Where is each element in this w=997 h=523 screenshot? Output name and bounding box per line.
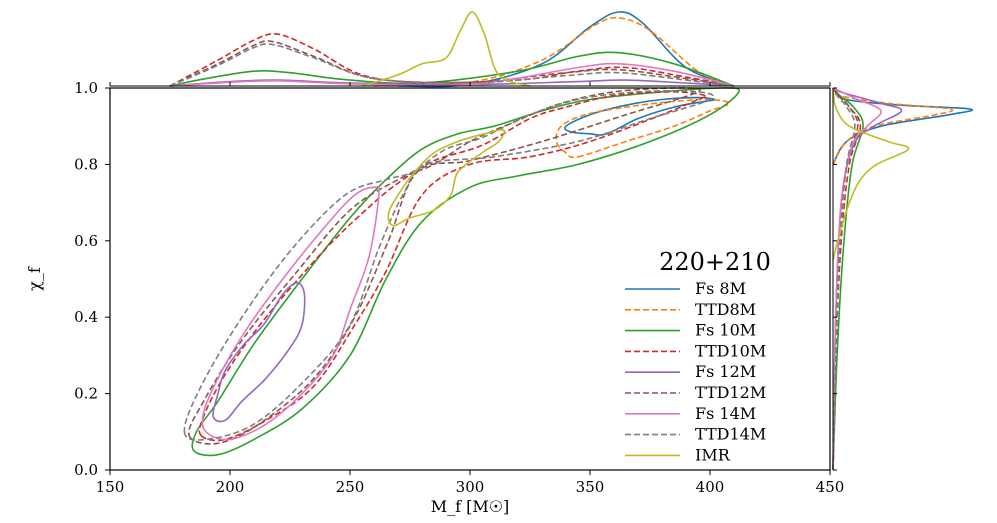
axes: 150 200 250 300 350 400 450 0.0 0.2 0.4 0.6 0.8 1.0 M… (25, 79, 844, 516)
contour-fs-8m (564, 96, 716, 136)
contour-imr (387, 128, 506, 227)
x-tick-label-200: 200 (216, 478, 245, 496)
y-tick-label-1.0: 1.0 (74, 79, 98, 97)
contour-ttd8m (555, 98, 731, 159)
y-tick-label-0.0: 0.0 (74, 461, 98, 479)
legend-title: 220+210 (659, 248, 771, 276)
x-tick-label-250: 250 (336, 478, 365, 496)
x-tick-label-350: 350 (576, 478, 605, 496)
top-marginal-ttd8m (373, 16, 735, 87)
top-marginal-panel (169, 11, 735, 88)
y-tick-label-0.8: 0.8 (74, 155, 98, 173)
x-tick-label-300: 300 (456, 478, 485, 496)
legend-label-ttd14m: TTD14M (695, 425, 766, 444)
y-tick-label-0.4: 0.4 (74, 308, 98, 326)
right-marginal-ttd14m (832, 87, 856, 471)
top-marginal-imr (361, 11, 531, 87)
legend-label-fs-12m: Fs 12M (695, 362, 756, 381)
contour-fs-14m (201, 185, 380, 441)
right-marginal-ttd8m (832, 87, 954, 165)
right-marginal-fs-14m (832, 87, 882, 471)
y-axis-label: χ_f (25, 266, 44, 291)
contour-ttd12m (187, 87, 701, 445)
contour-ttd14m (183, 90, 714, 441)
x-tick-label-150: 150 (96, 478, 125, 496)
legend-label-fs-10m: Fs 10M (695, 321, 756, 340)
legend-label-ttd12m: TTD12M (695, 383, 766, 402)
legend-label-imr: IMR (695, 445, 731, 464)
right-marginal-fs-10m (832, 87, 864, 471)
x-axis-label: M_f [M☉] (431, 497, 510, 516)
top-marginal-ttd10m (169, 33, 735, 87)
legend-label-ttd8m: TTD8M (695, 300, 756, 319)
top-marginal-fs-8m (397, 11, 735, 88)
y-tick-label-0.2: 0.2 (74, 385, 98, 403)
x-tick-label-450: 450 (816, 478, 845, 496)
right-marginal-imr (832, 87, 910, 261)
x-tick-label-400: 400 (696, 478, 725, 496)
legend-label-ttd10m: TTD10M (695, 341, 766, 360)
right-marginal-panel (832, 87, 974, 471)
main-plot-area (183, 87, 740, 457)
legend-label-fs-8m: Fs 8M (695, 279, 746, 298)
y-tick-label-0.6: 0.6 (74, 232, 98, 250)
contour-fs-12m (212, 281, 306, 423)
legend-label-fs-14m: Fs 14M (695, 404, 756, 423)
